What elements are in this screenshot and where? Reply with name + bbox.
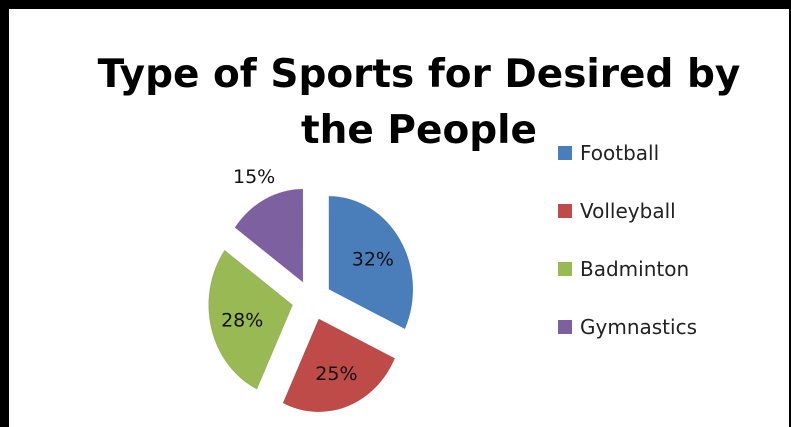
legend-label: Football: [580, 141, 660, 165]
legend-item-football: Football: [558, 141, 659, 165]
legend-label: Badminton: [580, 257, 690, 281]
legend-label: Gymnastics: [580, 315, 697, 339]
legend-item-volleyball: Volleyball: [558, 199, 676, 223]
legend-swatch: [558, 320, 572, 334]
legend-item-gymnastics: Gymnastics: [558, 315, 697, 339]
data-label-volleyball: 25%: [315, 363, 357, 385]
legend-swatch: [558, 146, 572, 160]
pie-slice-badminton: [208, 249, 294, 390]
data-label-badminton: 28%: [221, 309, 263, 331]
chart-title-line-1: Type of Sports for Desired by: [97, 52, 741, 97]
legend-swatch: [558, 262, 572, 276]
pie-slice-football: [328, 195, 414, 330]
data-label-gymnastics: 15%: [233, 166, 275, 188]
legend-label: Volleyball: [580, 199, 676, 223]
chart-title-line-2: the People: [301, 108, 537, 153]
pie-slice-gymnastics: [234, 188, 304, 284]
legend-item-badminton: Badminton: [558, 257, 689, 281]
pie-slice-volleyball: [282, 318, 396, 413]
legend-swatch: [558, 204, 572, 218]
data-label-football: 32%: [352, 248, 394, 270]
